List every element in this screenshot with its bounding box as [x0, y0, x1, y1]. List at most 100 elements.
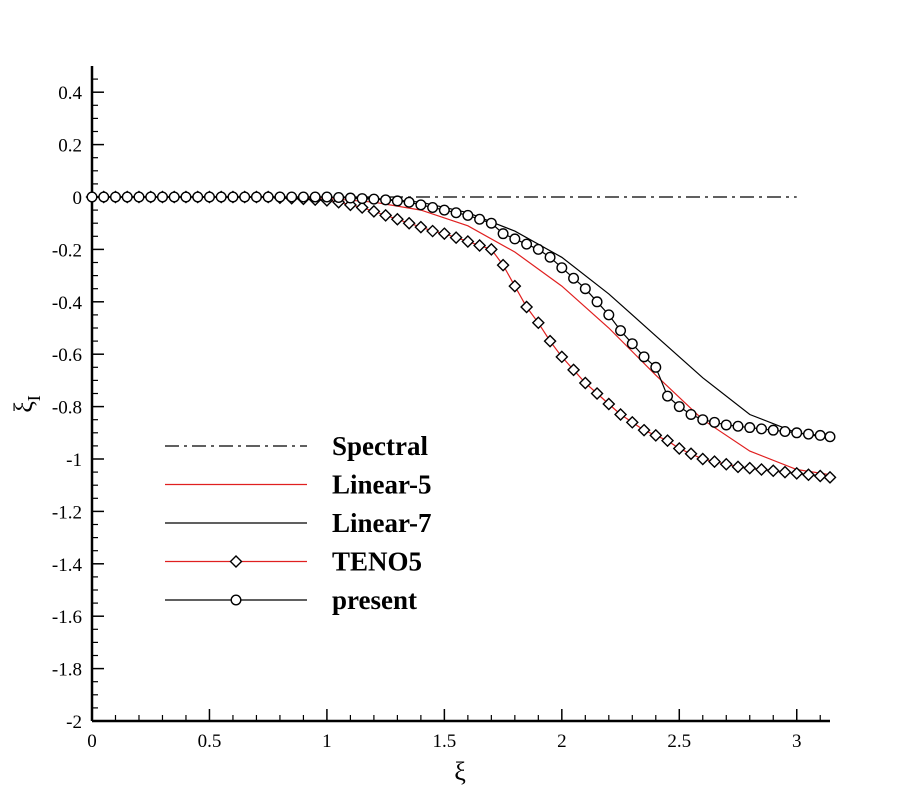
- y-tick-label: 0.4: [58, 83, 82, 104]
- data-point-present: [744, 422, 756, 434]
- data-point-present: [767, 424, 779, 436]
- legend-entry-spectral: Spectral: [165, 431, 428, 461]
- series-present: [86, 191, 836, 443]
- data-point-present: [145, 191, 157, 203]
- data-point-teno5: [614, 407, 628, 421]
- data-point-present: [626, 338, 638, 350]
- data-point-teno5: [790, 466, 804, 480]
- y-tick-label: -1.8: [52, 660, 82, 681]
- legend-entry-teno5: TENO5: [165, 547, 422, 577]
- y-tick-label: -1.6: [52, 607, 82, 628]
- y-tick-label: 0: [73, 188, 83, 209]
- data-point-present: [309, 191, 321, 203]
- data-point-teno5: [531, 316, 545, 330]
- y-axis-title-sub: I: [24, 395, 44, 401]
- data-point-present: [544, 251, 556, 263]
- data-point-teno5: [484, 242, 498, 256]
- y-tick-label: -1: [66, 450, 82, 471]
- data-point-present: [662, 390, 674, 402]
- data-point-present: [391, 195, 403, 207]
- data-point-teno5: [426, 224, 440, 238]
- data-point-present: [180, 191, 192, 203]
- tick-labels: 0 0.5 1 1.5 2 2.5 3 0.4 0.2 0 -0.2 -0.4 -0.6 -0.8 -1 -1…: [52, 83, 802, 752]
- data-point-present: [474, 213, 486, 225]
- data-point-teno5: [520, 300, 534, 314]
- x-tick-label: 1.5: [432, 731, 456, 752]
- data-point-present: [650, 361, 662, 373]
- data-point-teno5: [414, 220, 428, 234]
- data-point-teno5: [719, 457, 733, 471]
- y-tick-label: 0.2: [58, 136, 82, 157]
- data-point-teno5: [801, 468, 815, 482]
- y-tick-label: -2: [66, 712, 82, 733]
- data-point-present: [720, 419, 732, 431]
- legend-label-present: present: [332, 585, 417, 615]
- legend-label-linear-7: Linear-7: [332, 508, 431, 538]
- data-point-teno5: [437, 227, 451, 241]
- series-linear-7: [92, 196, 831, 439]
- data-point-present: [239, 191, 251, 203]
- x-tick-label: 0: [87, 731, 97, 752]
- data-point-present: [380, 194, 392, 206]
- data-point-present: [250, 191, 262, 203]
- data-point-teno5: [755, 462, 768, 476]
- data-point-present: [427, 201, 439, 213]
- y-tick-label: -1.2: [52, 502, 82, 523]
- data-point-present: [556, 262, 568, 274]
- legend-entry-linear-7: Linear-7: [165, 508, 431, 538]
- data-point-teno5: [555, 350, 569, 364]
- series-teno5: [85, 190, 837, 484]
- y-axis-title-main: ξ: [9, 401, 38, 413]
- data-point-present: [262, 191, 274, 203]
- legend: Spectral Linear-5 Linear-7 TENO5 present: [165, 431, 431, 615]
- data-point-teno5: [567, 363, 581, 377]
- y-axis-title: ξI: [9, 395, 44, 413]
- data-point-present: [274, 191, 286, 203]
- data-point-present: [462, 209, 474, 221]
- data-point-teno5: [508, 279, 522, 293]
- data-point-present: [814, 429, 826, 441]
- data-point-present: [438, 204, 450, 216]
- data-point-teno5: [473, 238, 487, 252]
- data-point-present: [732, 420, 744, 432]
- data-point-teno5: [649, 428, 663, 442]
- data-point-present: [415, 199, 427, 211]
- legend-label-spectral: Spectral: [332, 431, 428, 461]
- data-point-present: [755, 423, 767, 435]
- data-point-present: [697, 414, 709, 426]
- x-tick-label: 1: [322, 731, 332, 752]
- data-point-present: [568, 272, 580, 284]
- legend-entry-present: present: [165, 585, 417, 615]
- data-point-teno5: [778, 465, 792, 479]
- data-point-teno5: [684, 447, 698, 461]
- data-point-teno5: [578, 376, 592, 390]
- data-point-present: [368, 193, 380, 205]
- data-point-teno5: [672, 442, 686, 456]
- series-line-present: [92, 196, 831, 438]
- data-point-present: [156, 191, 168, 203]
- legend-label-teno5: TENO5: [332, 547, 422, 577]
- data-point-teno5: [708, 455, 722, 469]
- data-point-teno5: [461, 235, 475, 249]
- y-tick-label: -0.2: [52, 240, 82, 261]
- data-point-teno5: [731, 460, 745, 474]
- data-point-present: [779, 425, 791, 437]
- data-point-present: [121, 191, 133, 203]
- legend-label-linear-5: Linear-5: [332, 470, 431, 500]
- data-point-present: [215, 191, 227, 203]
- data-point-present: [344, 192, 356, 204]
- series-line-linear-7: [92, 196, 831, 439]
- data-point-present: [450, 207, 462, 219]
- data-point-present: [297, 191, 309, 203]
- data-point-present: [603, 309, 615, 321]
- data-point-teno5: [390, 212, 404, 226]
- data-point-present: [497, 228, 509, 240]
- data-point-present: [802, 428, 814, 440]
- axes: [90, 66, 830, 723]
- data-point-teno5: [637, 423, 651, 437]
- x-tick-label: 2: [557, 731, 567, 752]
- x-tick-label: 3: [792, 731, 802, 752]
- x-axis-title: ξ: [454, 757, 466, 786]
- data-point-teno5: [696, 452, 710, 466]
- data-point-teno5: [743, 461, 757, 475]
